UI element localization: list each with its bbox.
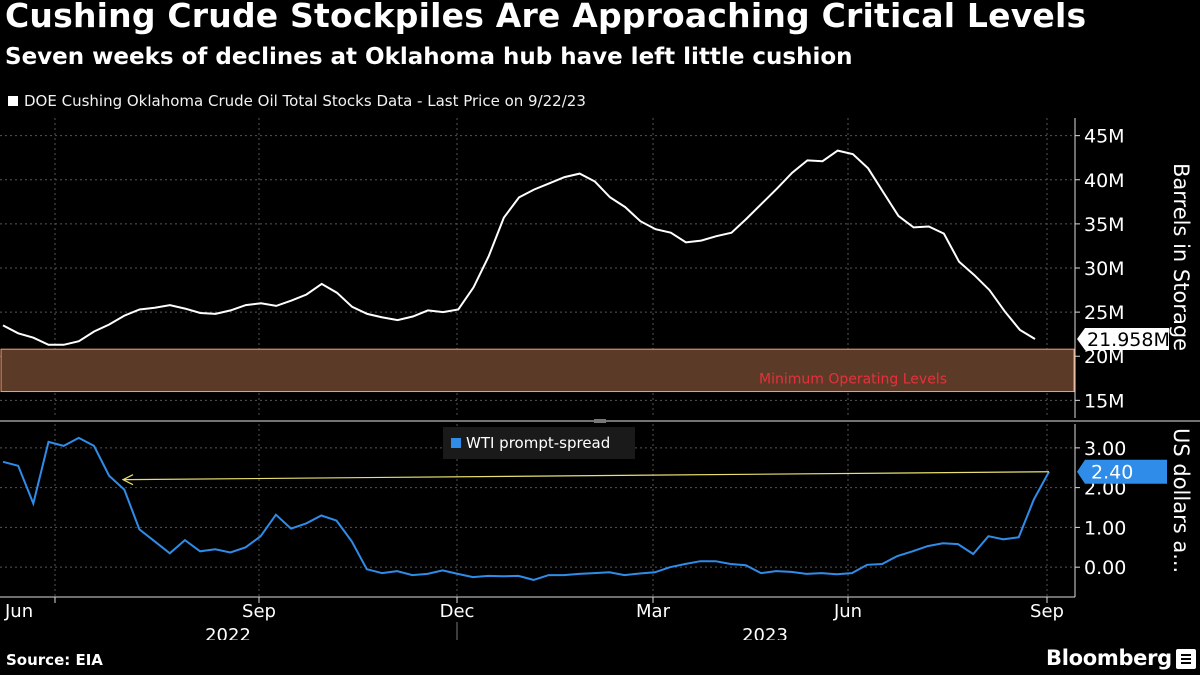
spread-last-value: 2.40	[1091, 462, 1133, 484]
panel-divider-handle[interactable]	[594, 419, 606, 423]
stocks-last-value: 21.958M	[1087, 329, 1170, 351]
bloomberg-logo-icon	[1176, 649, 1196, 669]
spread-y-tick-label: 0.00	[1084, 557, 1126, 579]
stocks-y-axis-label: Barrels in Storage	[1169, 163, 1193, 351]
minimum-operating-band	[0, 348, 1075, 393]
spread-y-tick-label: 1.00	[1084, 517, 1126, 539]
stocks-y-tick-label: 40M	[1084, 170, 1125, 192]
spread-y-tick-label: 3.00	[1084, 438, 1126, 460]
bloomberg-logo-text: Bloomberg	[1046, 646, 1172, 670]
stocks-last-value-box	[1077, 327, 1169, 350]
x-tick-label: Jun	[4, 601, 33, 622]
x-tick-label: Jun	[833, 601, 862, 622]
spread-y-axis-label: US dollars a...	[1169, 428, 1193, 573]
chart-subtitle: Seven weeks of declines at Oklahoma hub …	[5, 44, 853, 70]
spread-series-line	[2, 436, 1050, 581]
stocks-y-ticks: 15M 20M 25M 30M 35M 40M 45M	[1075, 126, 1125, 412]
minimum-operating-label: Minimum Operating Levels	[759, 372, 947, 388]
year-label: 2023	[742, 625, 788, 640]
spread-y-ticks: 0.001.002.003.00	[1075, 438, 1126, 579]
x-tick-label: Mar	[636, 601, 671, 622]
source-note: Source: EIA	[6, 651, 103, 669]
x-axis-ticks: Jun Sep Dec Mar Jun Sep 2022 2023	[4, 597, 1064, 640]
spread-legend-label: WTI prompt-spread	[466, 434, 610, 452]
stocks-y-tick-label: 15M	[1084, 390, 1125, 412]
stocks-y-tick-label: 25M	[1084, 302, 1125, 324]
spread-legend: WTI prompt-spread	[443, 427, 635, 459]
x-tick-label: Dec	[440, 601, 475, 622]
arrow-head	[121, 474, 134, 486]
stocks-legend: DOE Cushing Oklahoma Crude Oil Total Sto…	[8, 92, 586, 110]
arrow-shaft	[122, 471, 1050, 481]
last-value-labels: 21.958M 2.40	[1077, 327, 1170, 484]
chart-canvas: Minimum Operating Levels 15M 20M 25M 30M 35M…	[0, 118, 1200, 640]
stocks-series-line	[2, 149, 1036, 346]
stocks-y-tick-label: 35M	[1084, 214, 1125, 236]
spread-legend-swatch	[451, 438, 461, 448]
x-tick-label: Sep	[1030, 601, 1064, 622]
x-tick-label: Sep	[242, 601, 276, 622]
chart-title: Cushing Crude Stockpiles Are Approaching…	[5, 0, 1087, 35]
stocks-y-tick-label: 20M	[1084, 346, 1125, 368]
stocks-legend-label: DOE Cushing Oklahoma Crude Oil Total Sto…	[24, 92, 586, 110]
spread-grid	[0, 424, 1075, 597]
spread-last-value-box	[1077, 459, 1167, 484]
stocks-legend-swatch	[8, 96, 18, 106]
year-label: 2022	[205, 625, 251, 640]
stocks-y-tick-label: 45M	[1084, 126, 1125, 148]
stocks-y-tick-label: 30M	[1084, 258, 1125, 280]
spread-arrow-annotation	[121, 471, 1050, 486]
spread-legend-box	[443, 427, 635, 459]
